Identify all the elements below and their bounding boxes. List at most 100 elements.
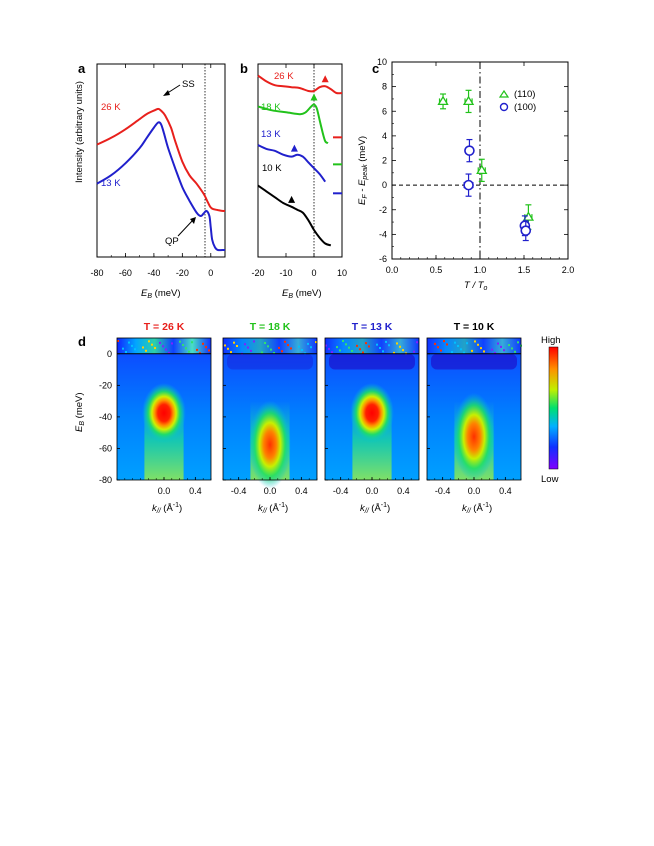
panel-a-ylabel: Intensity (arbitrary units): [74, 81, 85, 183]
arpes-map-noise-dot: [339, 349, 341, 352]
arpes-map-noise-dot: [128, 341, 130, 344]
arpes-map-noise-dot: [159, 341, 161, 344]
arpes-map-noise-dot: [368, 345, 370, 348]
arpes-map-noise-dot: [162, 345, 164, 348]
arpes-map-noise-dot: [396, 342, 398, 345]
arpes-map-noise-dot: [273, 352, 275, 354]
arpes-map-band-peak: [350, 383, 394, 443]
arpes-map-noise-dot: [182, 344, 184, 346]
panel-c-ytick-label: 6: [382, 106, 387, 116]
arpes-map-noise-dot: [399, 345, 401, 348]
arpes-map-ytick-label: -20: [99, 380, 112, 390]
arpes-map-noise-dot: [491, 348, 493, 351]
arpes-map-noise-dot: [494, 352, 496, 354]
arpes-map-noise-dot: [179, 340, 181, 343]
arpes-map-noise-dot: [345, 343, 347, 346]
arpes-map-noise-dot: [457, 345, 459, 347]
panel-c-xtick-label: 0.5: [430, 265, 443, 275]
arpes-map-noise-dot: [236, 345, 238, 347]
panel-c-ytick-label: -4: [379, 229, 387, 239]
arpes-map-noise-dot: [511, 347, 513, 350]
arpes-map-ytick-label: -60: [99, 443, 112, 453]
panel-c-ytick-label: 4: [382, 131, 387, 141]
arpes-map-noise-dot: [199, 352, 201, 355]
panel-c-reference-lines: [392, 62, 568, 259]
arpes-map-noise-dot: [497, 342, 499, 345]
panel-a-arrowhead-ss: [163, 90, 170, 96]
panel-b-curve-10k: [257, 184, 332, 247]
panel-c-xlabel: T / To: [464, 280, 488, 292]
arpes-map-noise-dot: [117, 340, 119, 342]
arpes-map-noise-dot: [500, 345, 502, 348]
panel-b-label-13k: 13 K: [261, 129, 281, 140]
arpes-map-noise-dot: [477, 343, 479, 346]
arpes-map-noise-dot: [356, 344, 358, 347]
arpes-map-noise-dot: [188, 350, 190, 353]
panel-b-peak-marker: [321, 75, 329, 83]
arpes-map-noise-dot: [301, 349, 303, 351]
arpes-map-noise-dot: [365, 342, 367, 345]
panel-b-label-10k: 10 K: [262, 163, 282, 174]
arpes-map-noise-dot: [168, 351, 170, 354]
panel-c-xtick-label: 1.5: [518, 265, 531, 275]
panel-c-legend: (110) (100): [498, 89, 536, 113]
arpes-map-noise-dot: [402, 349, 404, 352]
panel-d: d T = 26 K0-20-40-60-800.0 0.4k// (Å-1)T …: [74, 321, 561, 515]
arpes-map-noise-dot: [437, 346, 439, 349]
arpes-map-noise-dot: [331, 351, 333, 354]
arpes-map-noise-dot: [267, 345, 269, 348]
arpes-map-title: T = 26 K: [144, 321, 185, 333]
panel-b-label-18k: 18 K: [261, 102, 281, 113]
panel-b-xtick-label: -10: [279, 268, 292, 278]
panel-c-axes: 0.0 0.5 1.0 1.5 2.0 10 8 6 4 2 0 -2 -4 -6: [377, 57, 574, 275]
colorbar-high-label: High: [541, 335, 561, 346]
panel-c-ytick-label: 10: [377, 57, 387, 67]
arpes-map-noise-dot: [342, 340, 344, 342]
arpes-map-title: T = 10 K: [454, 321, 495, 333]
arpes-map-noise-dot: [142, 346, 144, 349]
arpes-map-noise-dot: [122, 347, 124, 350]
arpes-map-xtick-label: 0.0: [264, 486, 277, 496]
panel-c-point-110: [437, 95, 449, 106]
arpes-map-xtick-label: 0.4: [295, 486, 308, 496]
arpes-map-noise-dot: [208, 349, 210, 352]
panel-c-xtick-label: 2.0: [562, 265, 575, 275]
panel-a-xlabel: EB (meV): [141, 288, 181, 300]
arpes-map-noise-dot: [328, 347, 330, 350]
arpes-map-noise-dot: [148, 340, 150, 343]
arpes-map-noise: [325, 338, 419, 354]
arpes-map-noise-dot: [393, 351, 395, 354]
arpes-map-noise-dot: [466, 342, 468, 345]
arpes-map-noise-dot: [440, 349, 442, 352]
panel-c-ytick-label: -2: [379, 205, 387, 215]
panel-c-ytick-label: 0: [382, 180, 387, 190]
panel-a-curve-13k: [96, 121, 225, 252]
arpes-map-noise-dot: [125, 351, 127, 353]
arpes-map-xlabel: k// (Å-1): [152, 502, 182, 515]
panel-c-ytick-label: 2: [382, 156, 387, 166]
panel-c-xtick-label: 0.0: [386, 265, 399, 275]
legend-marker-100: [499, 102, 509, 112]
arpes-map-noise-dot: [416, 341, 418, 344]
panel-b-frame: [257, 63, 343, 258]
arpes-map-noise-dot: [336, 346, 338, 349]
arpes-map-xtick-label: 0.4: [499, 486, 512, 496]
arpes-map-xtick-label: 0.4: [397, 486, 410, 496]
arpes-map-noise-dot: [451, 351, 453, 354]
panel-b-xtick-label: 0: [311, 268, 316, 278]
arpes-map: T = 18 K -0.4 0.0 0.4 k// (Å-1): [222, 321, 318, 515]
arpes-map-title: T = 18 K: [250, 321, 291, 333]
panel-a-letter: a: [78, 61, 86, 76]
arpes-map-noise-dot: [315, 341, 317, 344]
panel-b-peak-marker: [288, 195, 296, 203]
arpes-map-noise-dot: [508, 344, 510, 347]
panel-a-xticks: -80 -60 -40 -20 0: [90, 64, 226, 278]
panel-a-annot-qp: QP: [165, 236, 179, 247]
panel-b-peak-marker: [290, 144, 298, 152]
panel-c-xtick-label: 1.0: [474, 265, 487, 275]
panel-d-maps: T = 26 K0-20-40-60-800.0 0.4k// (Å-1)T = …: [99, 321, 522, 515]
panel-c-point-110: [462, 95, 475, 106]
arpes-map-noise-dot: [413, 350, 415, 353]
arpes-map-noise-dot: [348, 346, 350, 349]
